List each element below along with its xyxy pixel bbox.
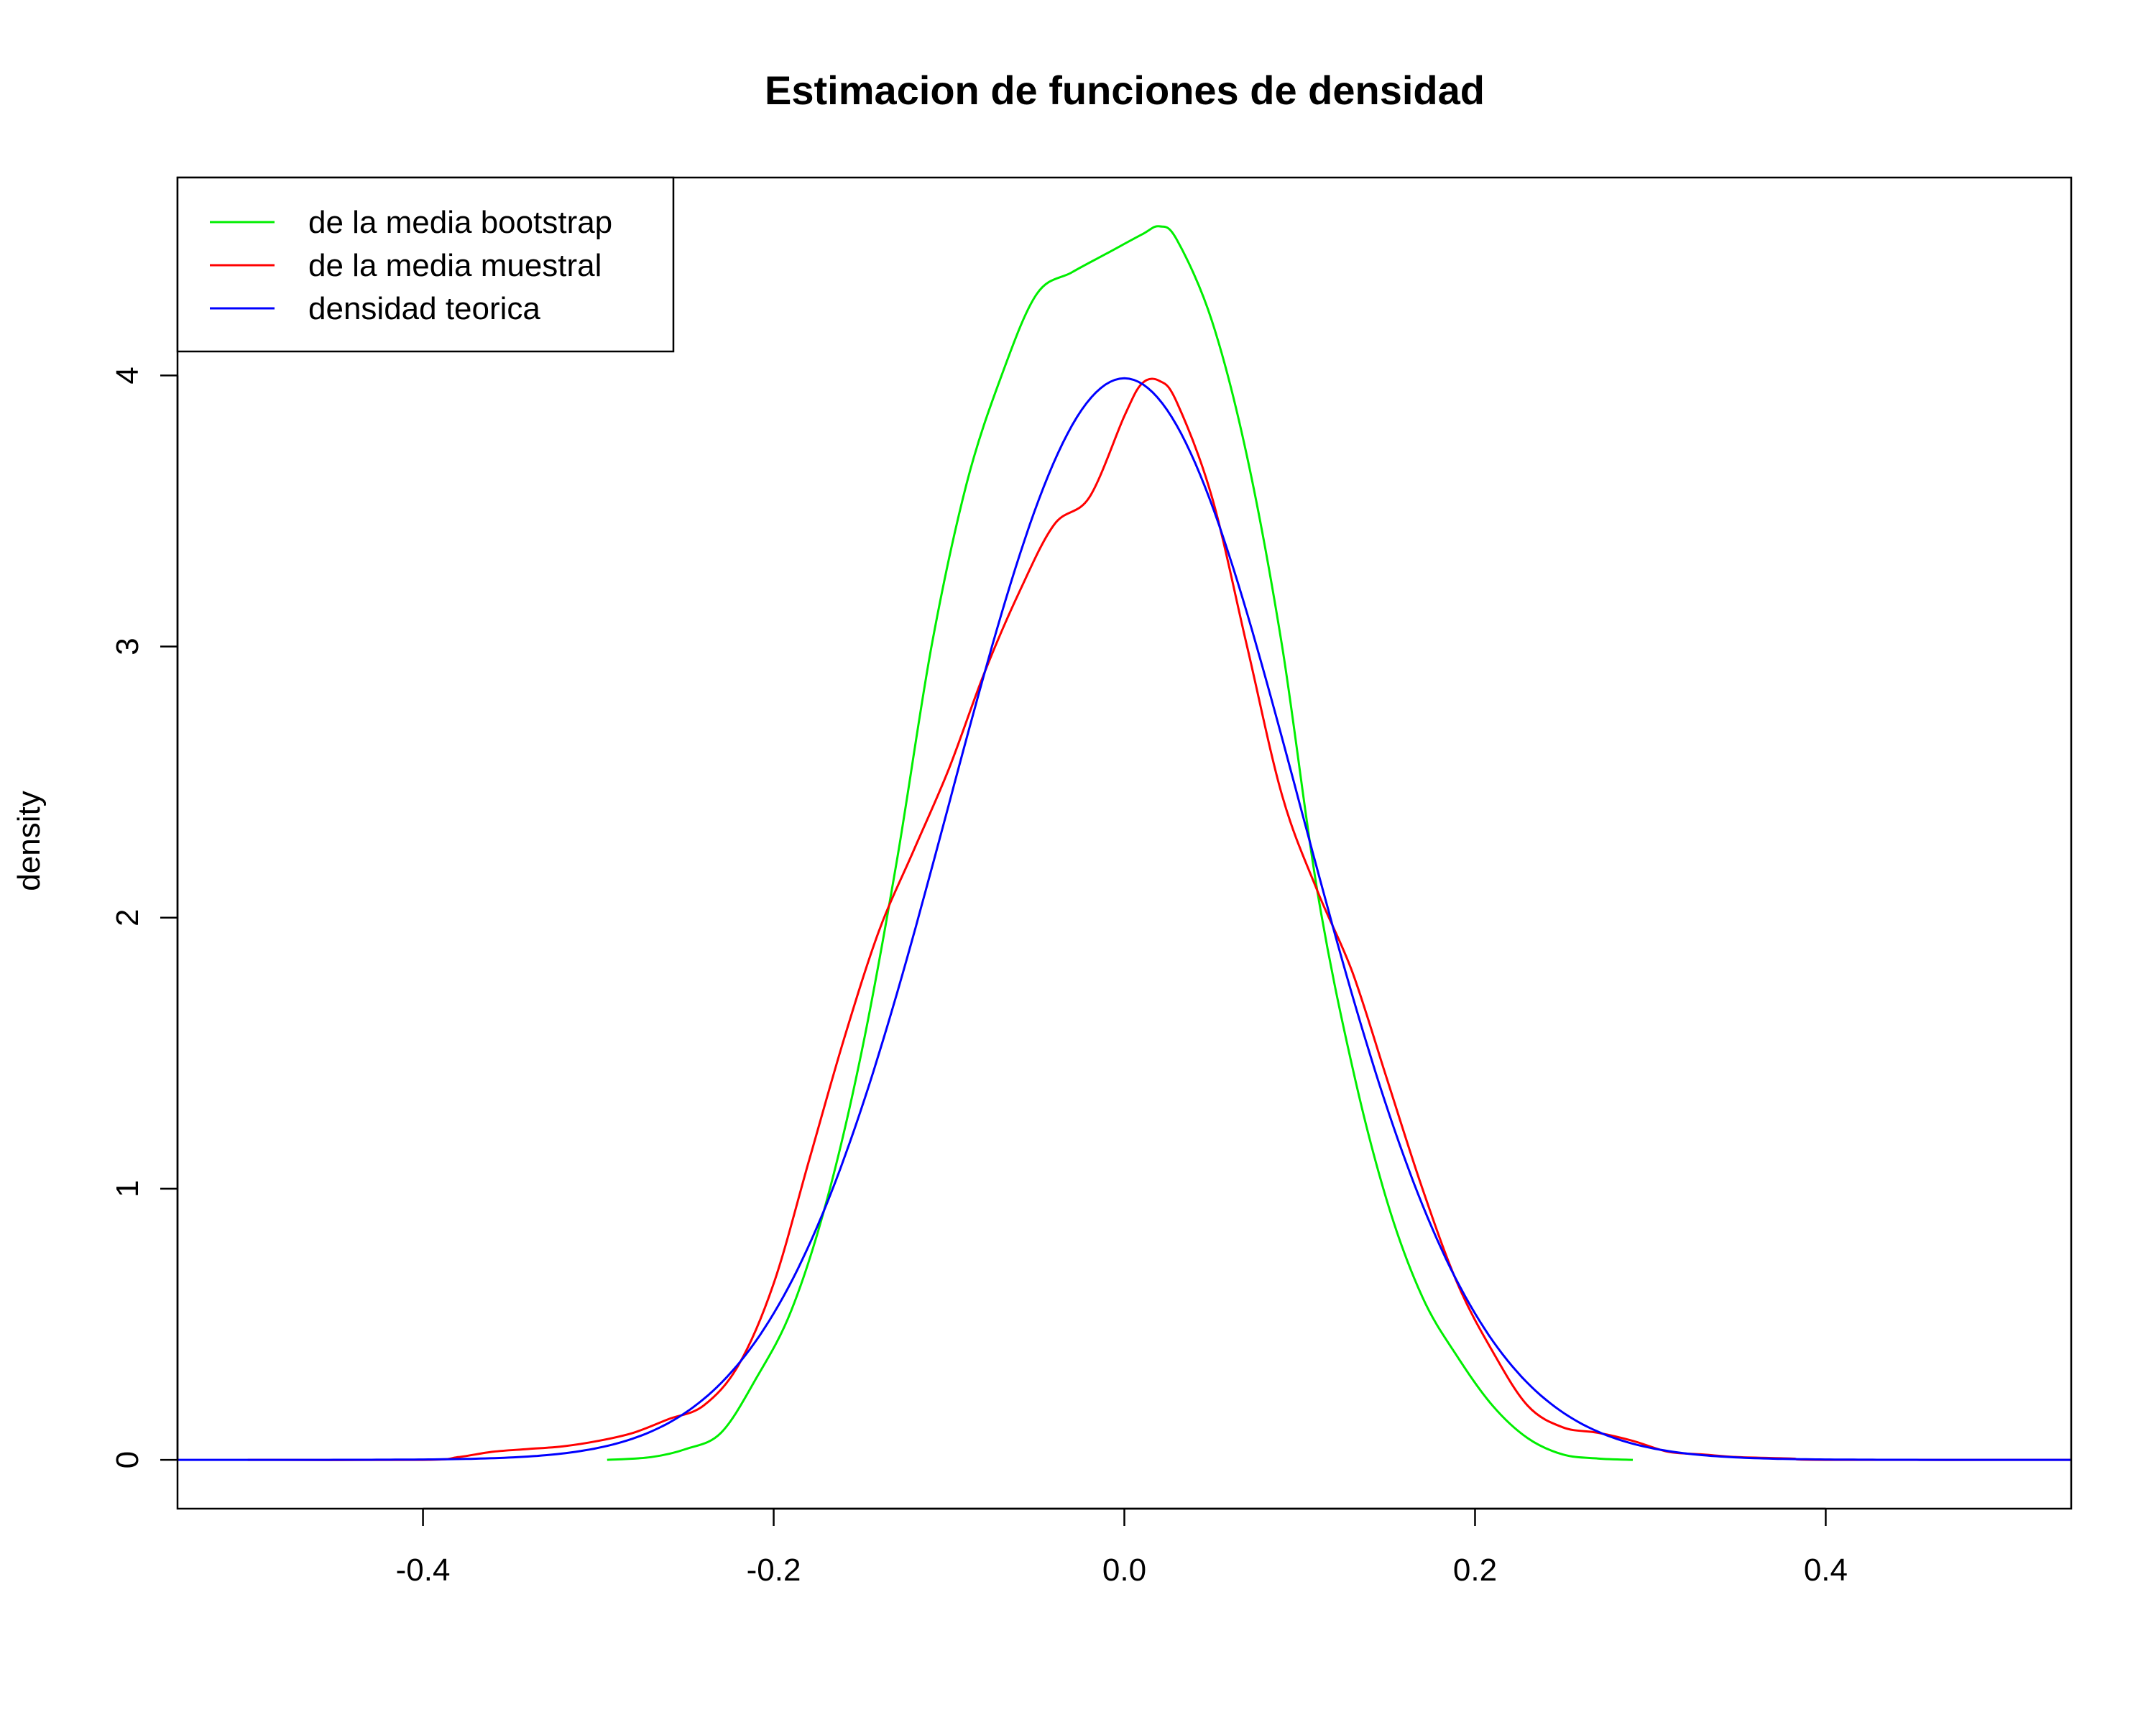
- x-tick-label: 0.0: [1102, 1552, 1146, 1588]
- x-tick-label: -0.2: [747, 1552, 801, 1588]
- y-tick-label: 1: [110, 1180, 145, 1197]
- series-line-2: [247, 377, 2072, 1461]
- y-tick-label: 0: [110, 1451, 145, 1468]
- plot-area: [178, 225, 2072, 1461]
- y-axis-label: density: [11, 791, 47, 891]
- x-tick-label: 0.4: [1804, 1552, 1848, 1588]
- legend: de la media bootstrap de la media muestra…: [176, 176, 675, 353]
- series-line-3: [178, 377, 2071, 1461]
- x-tick-label: -0.4: [396, 1552, 451, 1588]
- y-tick-label: 2: [110, 908, 145, 926]
- legend-label-2: de la media muestral: [308, 248, 602, 283]
- y-tick-label: 4: [110, 367, 145, 384]
- y-axis: 0 1 2 3 4: [110, 367, 179, 1468]
- legend-label-1: de la media bootstrap: [308, 205, 612, 240]
- y-tick-label: 3: [110, 638, 145, 655]
- x-axis: -0.4 -0.2 0.0 0.2 0.4: [396, 1507, 1848, 1588]
- x-tick-label: 0.2: [1453, 1552, 1497, 1588]
- chart-title: Estimacion de funciones de densidad: [765, 68, 1485, 113]
- series-line-1: [607, 225, 1634, 1461]
- legend-label-3: densidad teorica: [308, 291, 540, 326]
